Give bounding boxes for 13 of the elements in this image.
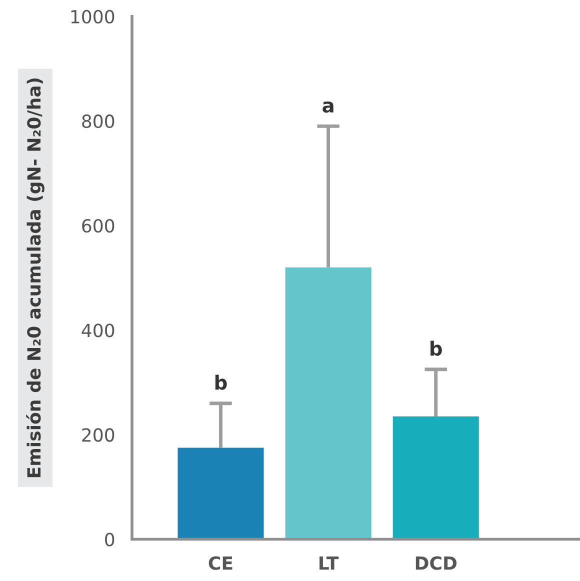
annotation: b [215,374,227,390]
x-tick-label: LT [320,556,339,570]
y-tick-label: 0 [105,532,114,546]
x-tick-label: CE [208,556,232,570]
annotation: a [322,102,334,113]
annotation: b [430,340,442,356]
y-axis-title: Emisión de N₂0 acumulada (gN- N₂0/ha) [26,78,44,478]
y-tick-label: 400 [82,324,114,338]
x-tick-label: DCD [416,556,457,570]
y-tick-label: 800 [82,114,114,128]
y-tick-label: 200 [82,428,114,442]
y-tick-label: 600 [82,219,114,233]
y-tick-label: 1000 [71,10,114,24]
